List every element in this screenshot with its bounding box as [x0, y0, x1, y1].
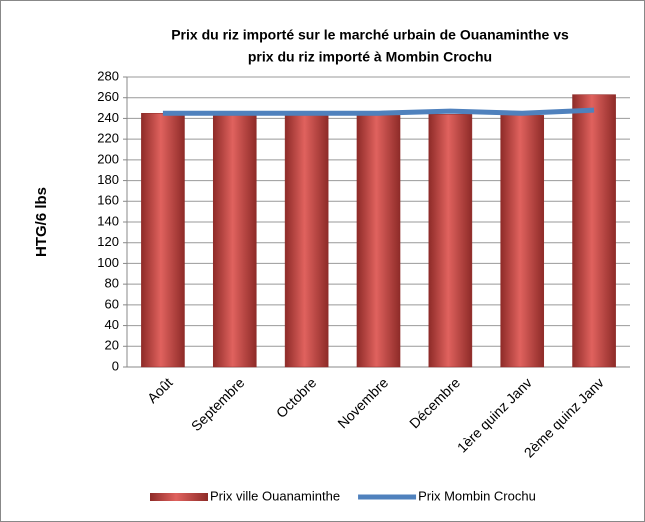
bar [500, 115, 545, 368]
y-axis-label: HTG/6 lbs [33, 187, 50, 257]
legend-label: Prix Mombin Crochu [418, 488, 536, 503]
y-tick-label: 80 [105, 276, 119, 291]
y-tick-label: 0 [112, 358, 119, 373]
line [162, 107, 595, 116]
y-tick-label: 280 [97, 68, 119, 83]
chart-title: prix du riz importé à Mombin Crochu [248, 49, 492, 65]
y-tick-label: 120 [97, 234, 119, 249]
y-tick-label: 20 [105, 338, 119, 353]
y-tick-label: 160 [97, 193, 119, 208]
bar [212, 115, 257, 368]
legend-swatch [150, 493, 208, 501]
legend-label: Prix ville Ouanaminthe [210, 488, 340, 503]
bar [572, 94, 616, 368]
bar [428, 114, 473, 368]
y-tick-label: 40 [105, 317, 119, 332]
y-tick-label: 200 [97, 151, 119, 166]
bar [356, 115, 401, 368]
bar [284, 115, 329, 368]
y-tick-label: 260 [97, 89, 119, 104]
y-tick-label: 100 [97, 255, 119, 270]
y-tick-label: 220 [97, 131, 119, 146]
y-tick-label: 240 [97, 110, 119, 125]
y-tick-label: 60 [105, 296, 119, 311]
y-tick-label: 140 [97, 213, 119, 228]
y-tick-label: 180 [97, 172, 119, 187]
bar [141, 113, 185, 368]
chart-title: Prix du riz importé sur le marché urbain… [171, 27, 569, 43]
